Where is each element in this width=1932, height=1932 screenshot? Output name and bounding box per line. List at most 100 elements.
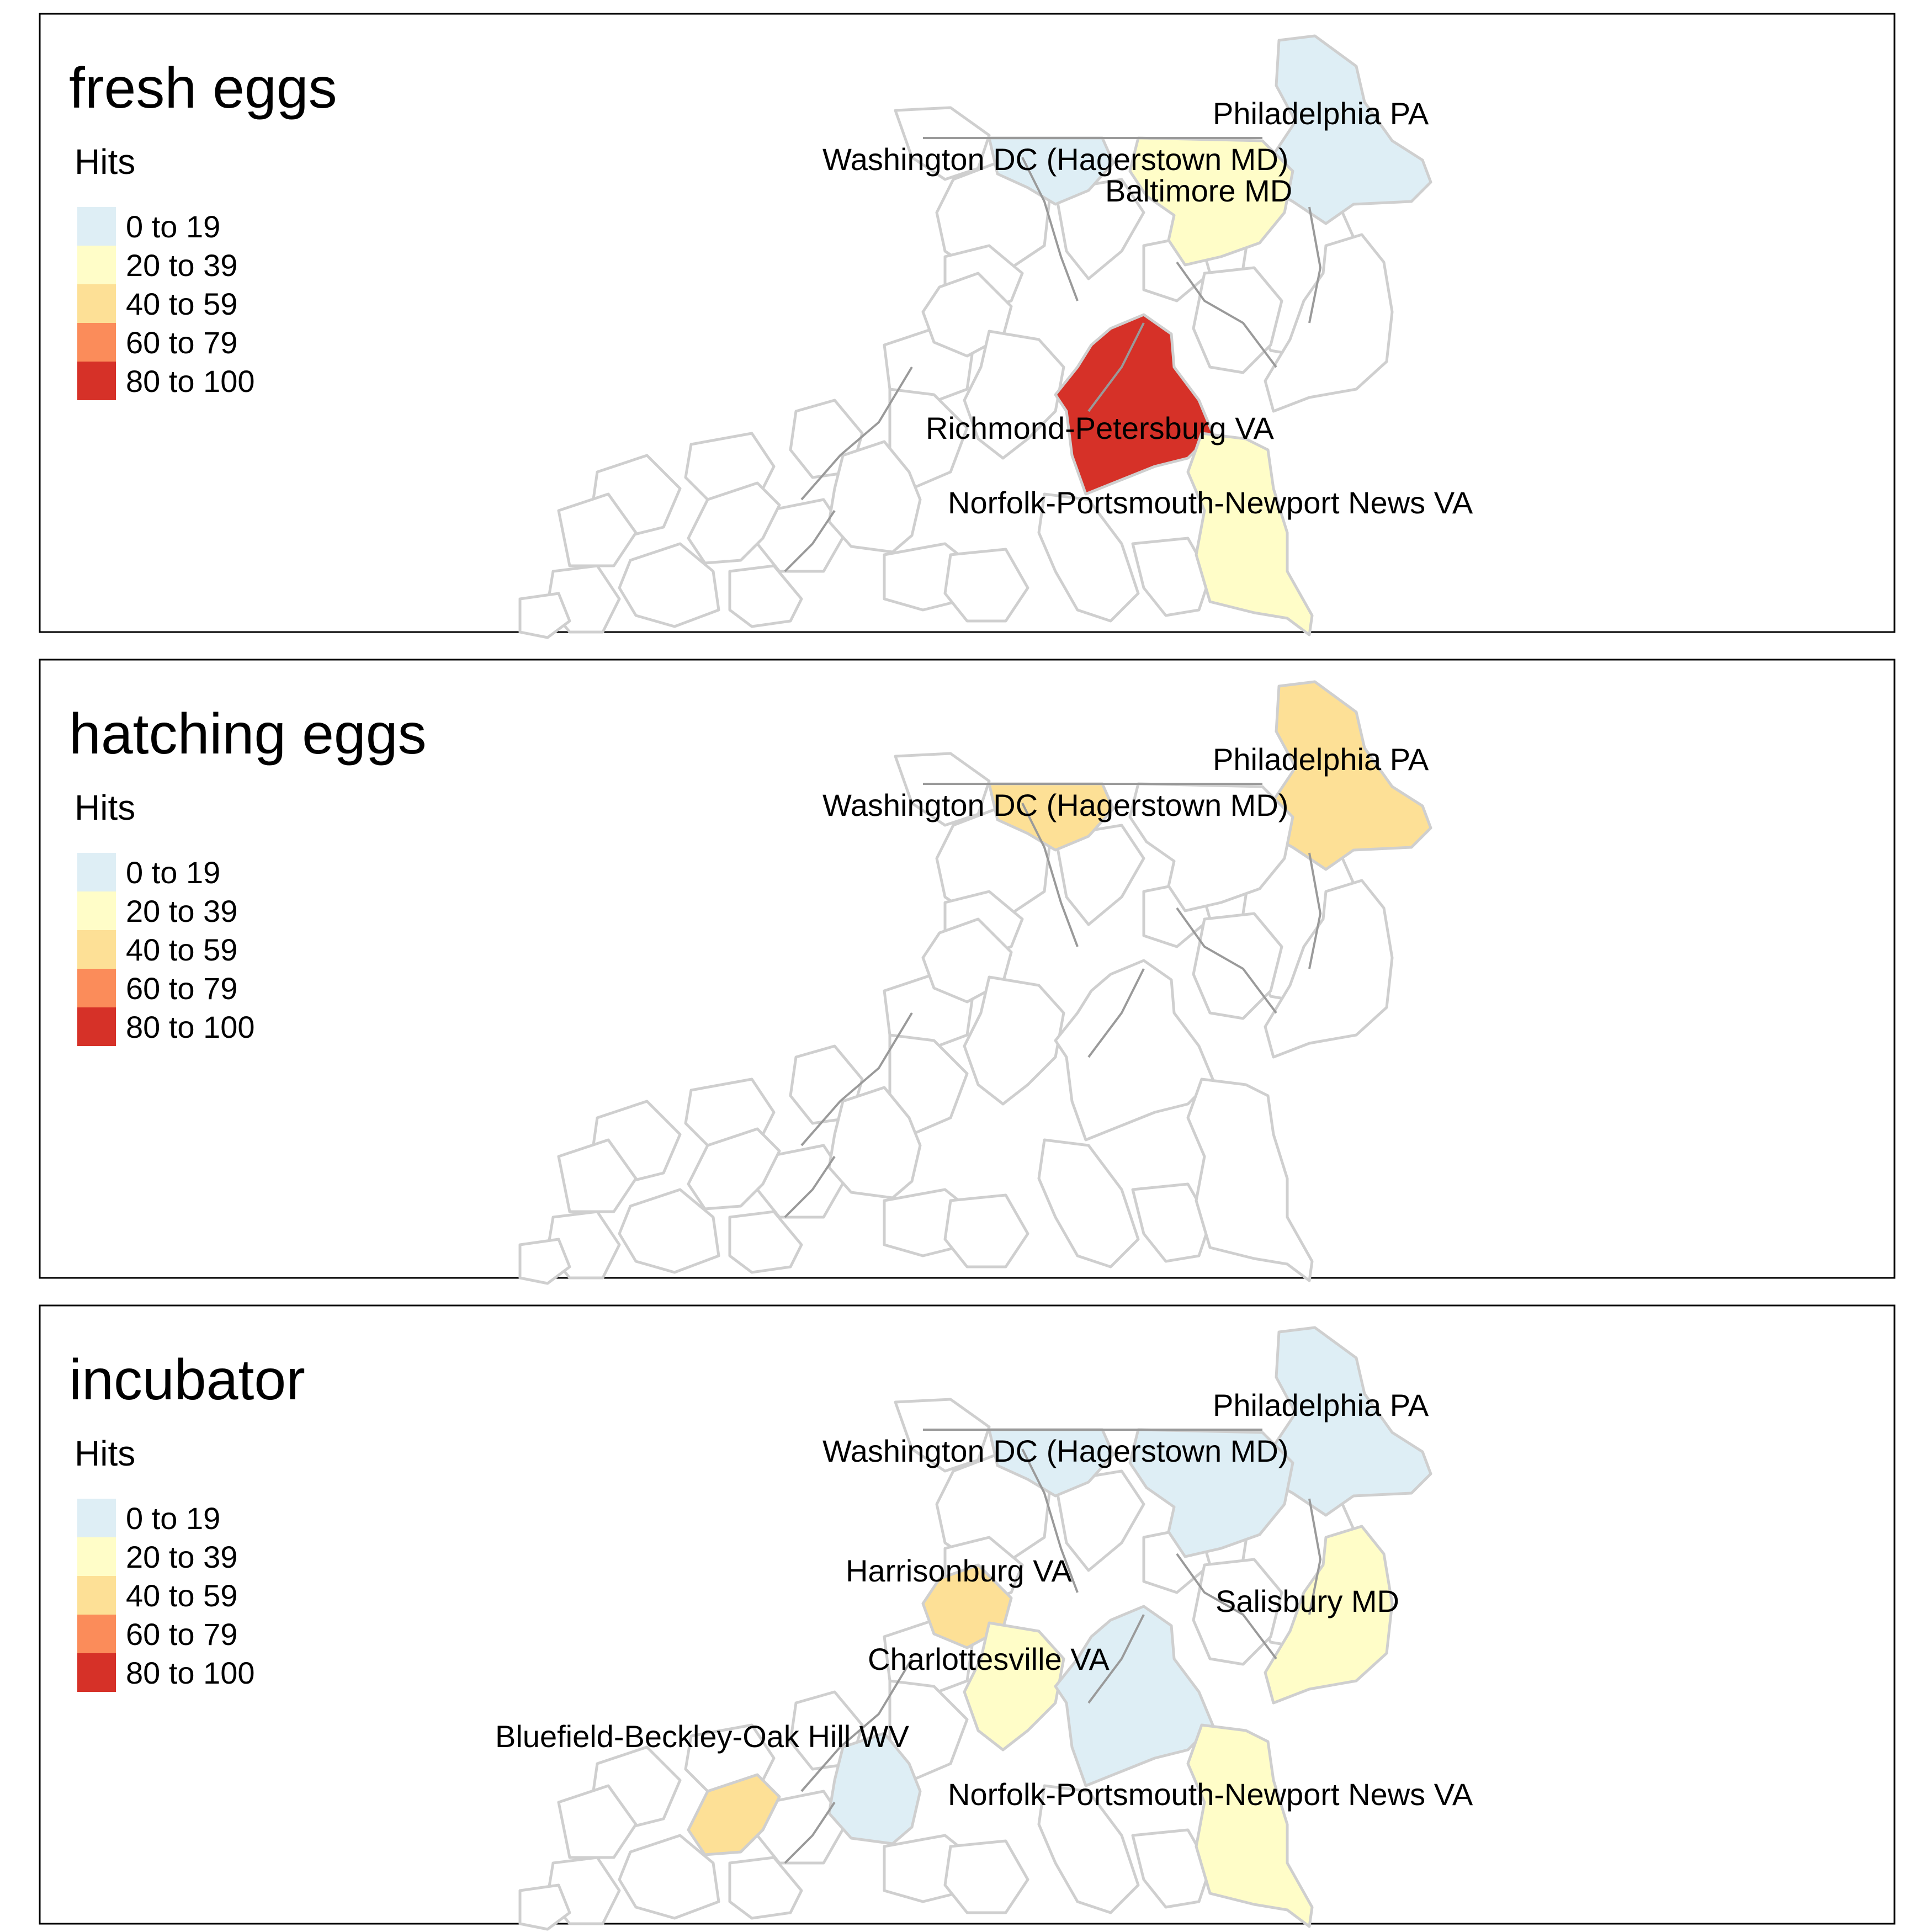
region-bluefield — [687, 1127, 781, 1211]
dma-outline — [557, 1138, 638, 1213]
panel-title: hatching eggs — [69, 702, 427, 766]
legend-title: Hits — [75, 142, 135, 182]
region-map: Philadelphia PA Washington DC (Hagerstown… — [518, 680, 1432, 1285]
region-map: Philadelphia PA Washington DC (Hagerstown… — [518, 34, 1473, 639]
region-salisbury — [1264, 879, 1394, 1059]
region-label-washington: Washington DC (Hagerstown MD) — [822, 788, 1288, 822]
region-label-charlottesville: Charlottesville VA — [868, 1642, 1110, 1676]
region-richmond — [1054, 1605, 1214, 1787]
legend-swatch — [77, 1576, 116, 1615]
legend-label: 20 to 39 — [126, 248, 237, 283]
dma-outline — [728, 1210, 803, 1274]
state-boundary — [1087, 968, 1145, 1058]
legend-title: Hits — [75, 1434, 135, 1473]
dma-outline — [518, 1238, 571, 1285]
region-label-norfolk: Norfolk-Portsmouth-Newport News VA — [948, 485, 1473, 520]
dma-outline — [894, 1398, 991, 1473]
legend-label: 60 to 79 — [126, 971, 237, 1006]
dma-outline — [1037, 492, 1140, 623]
state-boundary — [1308, 1498, 1322, 1615]
region-baltimore — [1128, 136, 1294, 267]
region-map: Philadelphia PA Washington DC (Hagerstown… — [495, 1326, 1473, 1931]
state-boundary — [1021, 803, 1079, 947]
legend-swatch — [77, 969, 116, 1007]
region-label-harrisonburg: Harrisonburg VA — [846, 1553, 1072, 1588]
region-label-philadelphia: Philadelphia PA — [1213, 1388, 1429, 1423]
dma-outline — [1131, 537, 1212, 617]
region-label-salisbury: Salisbury MD — [1216, 1584, 1399, 1618]
dma-outline — [557, 492, 638, 567]
region-roanoke — [827, 440, 922, 554]
dma-outline — [894, 106, 991, 181]
region-charlottesville — [963, 975, 1065, 1106]
state-boundary — [1021, 157, 1079, 301]
region-richmond — [1054, 959, 1214, 1142]
dma-outline — [943, 1839, 1029, 1914]
legend-label: 20 to 39 — [126, 1540, 237, 1574]
legend-swatch — [77, 1615, 116, 1653]
region-richmond — [1054, 313, 1214, 496]
state-boundary — [1087, 322, 1145, 412]
legend-label: 0 to 19 — [126, 209, 220, 244]
region-bluefield — [687, 481, 781, 565]
dma-outline — [1131, 1828, 1212, 1909]
dma-outline — [1037, 1784, 1140, 1914]
dma-outline — [728, 1856, 803, 1920]
region-philadelphia — [1261, 680, 1432, 871]
legend-swatch — [77, 1653, 116, 1692]
region-salisbury — [1264, 233, 1394, 413]
region-label-philadelphia: Philadelphia PA — [1213, 96, 1429, 131]
dma-outline — [618, 1188, 720, 1274]
dma-outline — [1037, 1138, 1140, 1268]
region-philadelphia — [1261, 34, 1432, 225]
legend-label: 80 to 100 — [126, 364, 255, 399]
dma-outline — [1054, 824, 1145, 926]
legend-title: Hits — [75, 788, 135, 827]
legend-swatch — [77, 323, 116, 362]
region-salisbury — [1264, 1525, 1394, 1705]
legend-label: 80 to 100 — [126, 1010, 255, 1044]
legend-label: 60 to 79 — [126, 325, 237, 360]
dma-outline — [518, 1883, 571, 1931]
legend-label: 40 to 59 — [126, 1578, 237, 1613]
region-charlottesville — [963, 1621, 1065, 1751]
legend-swatch — [77, 246, 116, 284]
dma-outline — [1131, 1182, 1212, 1263]
legend-label: 60 to 79 — [126, 1617, 237, 1652]
legend-label: 0 to 19 — [126, 855, 220, 890]
region-label-bluefield: Bluefield-Beckley-Oak Hill WV — [495, 1719, 910, 1754]
state-boundary — [1308, 206, 1322, 323]
legend-label: 20 to 39 — [126, 894, 237, 928]
state-boundary — [1308, 852, 1322, 969]
panel-hatching-eggs: hatching eggs Hits 0 to 19 20 to 39 40 to 59… — [39, 659, 1896, 1285]
region-label-washington: Washington DC (Hagerstown MD) — [822, 1434, 1288, 1468]
legend-label: 40 to 59 — [126, 286, 237, 321]
region-washington — [988, 136, 1115, 206]
state-boundary — [1021, 1448, 1079, 1593]
dma-outline — [943, 548, 1029, 623]
state-boundary — [800, 1012, 913, 1147]
region-label-norfolk: Norfolk-Portsmouth-Newport News VA — [948, 1777, 1473, 1812]
legend-swatch — [77, 1007, 116, 1046]
legend-label: 0 to 19 — [126, 1501, 220, 1536]
region-label-richmond: Richmond-Petersburg VA — [926, 411, 1274, 445]
region-roanoke — [827, 1732, 922, 1845]
state-boundary — [1087, 1614, 1145, 1704]
dma-outline — [1054, 1469, 1145, 1572]
legend-swatch — [77, 1537, 116, 1576]
state-boundary — [800, 366, 913, 501]
panel-title: incubator — [69, 1348, 305, 1412]
legend-swatch — [77, 1499, 116, 1537]
legend-swatch — [77, 930, 116, 969]
region-norfolk — [1186, 1078, 1314, 1282]
region-philadelphia — [1261, 1326, 1432, 1517]
dma-outline — [518, 592, 571, 639]
region-label-washington: Washington DC (Hagerstown MD) — [822, 142, 1288, 177]
legend-swatch — [77, 362, 116, 400]
panel-title: fresh eggs — [69, 56, 337, 120]
region-bluefield — [687, 1773, 781, 1856]
state-boundary — [1176, 261, 1277, 368]
legend-label: 40 to 59 — [126, 932, 237, 967]
